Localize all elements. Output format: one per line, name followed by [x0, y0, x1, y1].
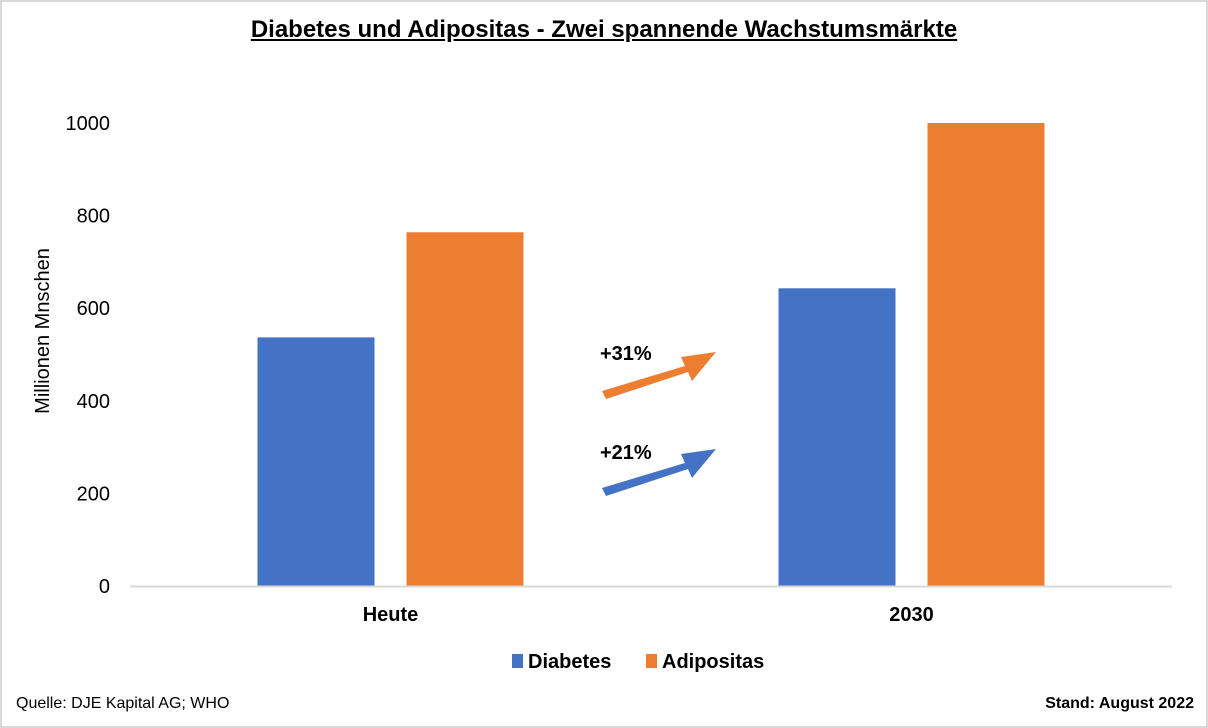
growth-arrow-icon — [602, 449, 716, 496]
legend-swatch-diabetes — [512, 654, 523, 668]
y-tick-label: 1000 — [66, 113, 111, 135]
bar-diabetes-2030 — [778, 288, 896, 586]
x-tick-label: 2030 — [889, 604, 934, 626]
legend-label: Diabetes — [528, 651, 611, 673]
y-tick-label: 400 — [77, 391, 110, 413]
y-tick-label: 200 — [77, 483, 110, 505]
date-note: Stand: August 2022 — [1045, 695, 1194, 712]
y-tick-label: 800 — [77, 206, 110, 228]
y-tick-label: 600 — [77, 298, 110, 320]
bar-adipositas-2030 — [927, 123, 1045, 586]
y-axis-label: Millionen Mnschen — [32, 248, 54, 414]
bar-adipositas-heute — [406, 232, 524, 586]
bar-diabetes-heute — [257, 337, 375, 586]
legend-swatch-adipositas — [646, 654, 657, 668]
growth-annotation: +21% — [600, 442, 652, 464]
legend-label: Adipositas — [662, 651, 764, 673]
growth-annotation: +31% — [600, 343, 652, 365]
chart-title: Diabetes und Adipositas - Zwei spannende… — [250, 16, 958, 43]
y-tick-label: 0 — [99, 576, 110, 598]
source-note: Quelle: DJE Kapital AG; WHO — [16, 695, 230, 712]
x-tick-label: Heute — [363, 604, 419, 626]
growth-arrow-icon — [602, 352, 716, 399]
